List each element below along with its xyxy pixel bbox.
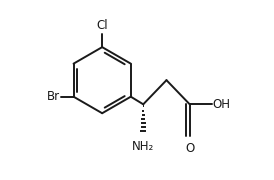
Text: OH: OH [213,98,231,111]
Text: Cl: Cl [96,19,108,32]
Text: NH₂: NH₂ [132,140,154,153]
Text: O: O [185,142,194,155]
Text: Br: Br [47,90,60,103]
